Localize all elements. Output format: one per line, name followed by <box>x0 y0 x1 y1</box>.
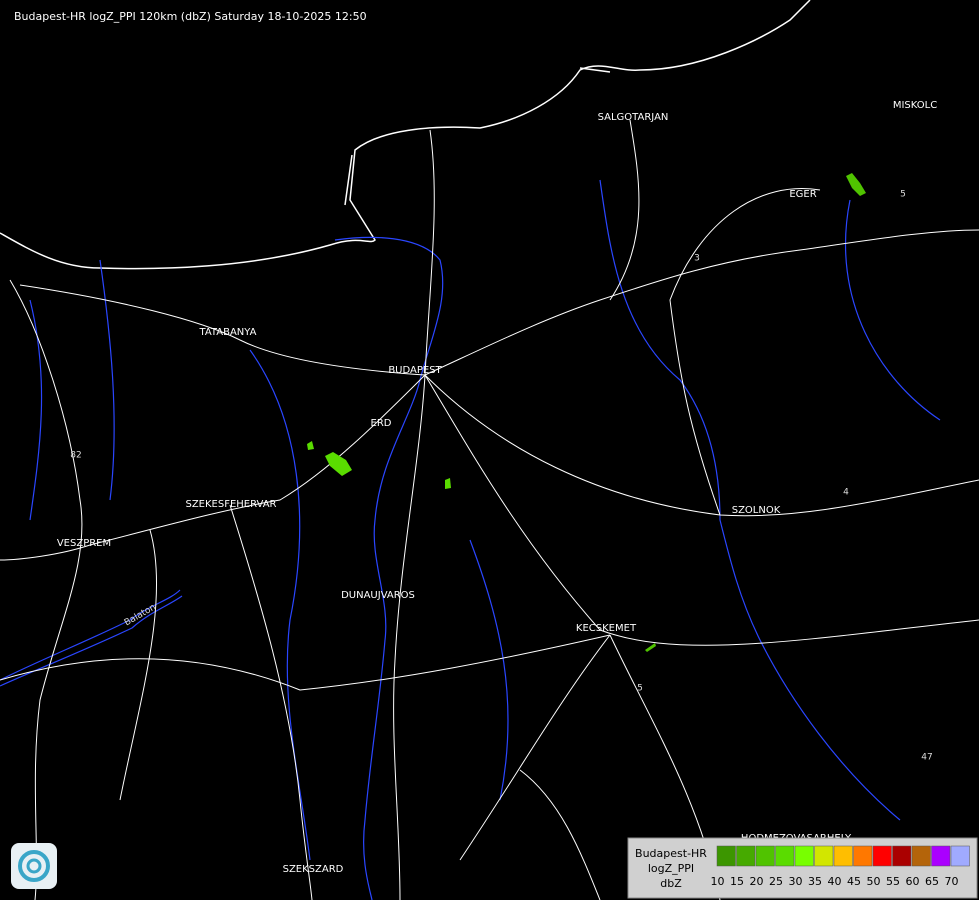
city-label: DUNAUJVAROS <box>341 590 415 601</box>
city-label: SZEKSZARD <box>283 864 344 875</box>
legend-line: logZ_PPI <box>648 862 694 875</box>
legend-swatch <box>833 845 853 867</box>
lake-balaton <box>0 589 181 681</box>
radar-echo <box>325 452 352 476</box>
river <box>29 199 941 861</box>
city-label: ERD <box>371 418 392 429</box>
legend-line: Budapest-HR <box>635 847 707 860</box>
road-number: 82 <box>70 451 81 461</box>
legend-swatch <box>931 845 951 867</box>
legend-swatch <box>755 845 775 867</box>
river-danube <box>334 236 444 900</box>
city-label: VESZPREM <box>57 538 111 549</box>
map-title: Budapest-HR logZ_PPI 120km (dbZ) Saturda… <box>14 10 367 23</box>
legend-value: 45 <box>847 875 861 888</box>
radar-echo <box>846 173 866 196</box>
city-label: EGER <box>789 189 816 200</box>
road <box>424 374 979 646</box>
legend-value: 25 <box>769 875 783 888</box>
legend-value: 35 <box>808 875 822 888</box>
road <box>19 284 426 376</box>
legend-swatch <box>775 845 795 867</box>
city-label: TATABANYA <box>199 327 257 338</box>
logo <box>11 843 57 889</box>
legend-swatch <box>814 845 834 867</box>
legend-swatch <box>853 845 873 867</box>
road-number: 5 <box>900 190 906 200</box>
legend-swatch <box>892 845 912 867</box>
road <box>0 634 611 691</box>
road <box>0 374 426 561</box>
city-label: KECSKEMET <box>576 623 637 634</box>
country-border <box>344 67 611 206</box>
city-label: SZEKESFEHERVAR <box>185 499 276 510</box>
road <box>424 119 821 516</box>
road <box>9 279 158 900</box>
legend-swatch <box>950 845 970 867</box>
road-number: 5 <box>637 684 643 694</box>
legend-value: 15 <box>730 875 744 888</box>
legend-value: 10 <box>711 875 725 888</box>
legend-value: 20 <box>750 875 764 888</box>
legend-value: 65 <box>925 875 939 888</box>
country-border <box>0 0 811 270</box>
road-number: 47 <box>921 753 932 763</box>
lake-balaton <box>0 595 183 687</box>
legend-swatch <box>794 845 814 867</box>
road <box>393 374 426 900</box>
river-tisza <box>599 179 901 821</box>
legend-line: dbZ <box>660 877 682 890</box>
city-label: SZOLNOK <box>732 505 781 516</box>
legend-value: 55 <box>886 875 900 888</box>
road-number: 4 <box>843 488 849 498</box>
legend-swatch <box>736 845 756 867</box>
radar-echo <box>645 643 656 652</box>
city-label: BUDAPEST <box>388 365 442 376</box>
legend-value: 70 <box>945 875 959 888</box>
radar-echo <box>307 441 314 450</box>
legend-value: 30 <box>789 875 803 888</box>
road-number: 3 <box>694 254 700 264</box>
road <box>229 504 313 900</box>
radar-echo <box>445 478 451 489</box>
city-label: SALGOTARJAN <box>598 112 669 123</box>
legend-swatch <box>872 845 892 867</box>
legend-swatch <box>911 845 931 867</box>
road <box>424 229 979 376</box>
legend-value: 50 <box>867 875 881 888</box>
legend-value: 40 <box>828 875 842 888</box>
legend-swatch <box>716 845 736 867</box>
legend-value: 60 <box>906 875 920 888</box>
city-label: MISKOLC <box>893 100 937 111</box>
